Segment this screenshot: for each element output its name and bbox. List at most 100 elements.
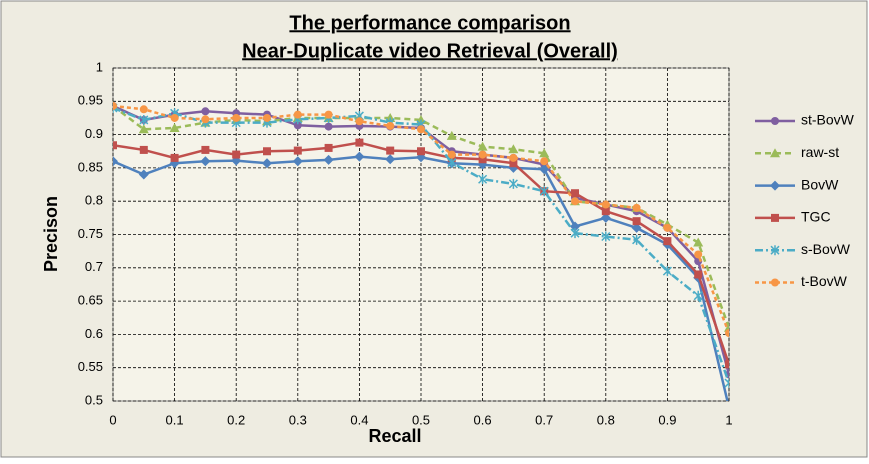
marker bbox=[663, 223, 672, 232]
marker bbox=[293, 121, 302, 130]
marker bbox=[232, 113, 241, 122]
marker bbox=[386, 146, 395, 155]
marker bbox=[694, 250, 703, 259]
marker bbox=[139, 145, 148, 154]
series-line bbox=[113, 106, 729, 384]
x-tick-label: 0.1 bbox=[166, 412, 184, 427]
y-tick-label: 0.65 bbox=[78, 293, 103, 308]
y-axis-label: Precison bbox=[41, 196, 61, 272]
y-tick-label: 0.9 bbox=[85, 126, 103, 141]
marker bbox=[323, 154, 334, 165]
marker bbox=[263, 113, 271, 122]
marker bbox=[725, 329, 729, 338]
marker bbox=[263, 147, 271, 156]
legend-label: TGC bbox=[801, 209, 831, 225]
x-tick-label: 0.2 bbox=[227, 412, 245, 427]
y-tick-label: 0.8 bbox=[85, 193, 103, 208]
marker bbox=[478, 174, 488, 185]
legend-label: BovW bbox=[801, 176, 839, 192]
marker bbox=[417, 125, 425, 134]
marker bbox=[293, 110, 302, 119]
marker bbox=[446, 130, 457, 140]
x-tick-label: 0.9 bbox=[658, 412, 676, 427]
marker bbox=[201, 107, 210, 116]
marker bbox=[138, 124, 149, 134]
marker bbox=[601, 200, 610, 209]
y-tick-label: 0.85 bbox=[78, 159, 103, 174]
marker bbox=[632, 234, 642, 245]
marker bbox=[693, 237, 704, 247]
marker bbox=[509, 159, 518, 168]
x-tick-label: 0.6 bbox=[474, 412, 492, 427]
marker bbox=[539, 164, 550, 175]
marker bbox=[694, 270, 703, 279]
x-tick-label: 0.4 bbox=[350, 412, 368, 427]
legend-marker bbox=[771, 278, 779, 287]
marker bbox=[478, 150, 487, 159]
marker bbox=[113, 141, 117, 150]
marker bbox=[417, 147, 425, 156]
marker bbox=[539, 186, 549, 197]
marker bbox=[324, 110, 333, 119]
x-axis-label: Recall bbox=[368, 426, 421, 446]
marker bbox=[385, 154, 396, 165]
marker bbox=[478, 155, 487, 164]
marker bbox=[138, 169, 149, 180]
marker bbox=[693, 290, 703, 301]
marker bbox=[170, 153, 179, 162]
marker bbox=[632, 217, 641, 226]
marker bbox=[632, 203, 641, 212]
marker bbox=[508, 144, 519, 154]
marker bbox=[571, 189, 579, 198]
marker bbox=[539, 148, 550, 158]
marker bbox=[293, 146, 302, 155]
chart-title: The performance comparison bbox=[289, 12, 570, 34]
marker bbox=[600, 212, 611, 223]
marker bbox=[200, 156, 211, 167]
marker bbox=[324, 122, 333, 131]
y-tick-label: 0.75 bbox=[78, 226, 103, 241]
legend-marker bbox=[771, 117, 779, 125]
legend-label: s-BovW bbox=[801, 241, 851, 257]
marker bbox=[662, 266, 672, 277]
marker bbox=[355, 117, 364, 126]
x-tick-label: 0.3 bbox=[289, 412, 307, 427]
marker bbox=[139, 105, 148, 114]
marker bbox=[631, 222, 642, 233]
marker bbox=[601, 231, 611, 242]
marker bbox=[724, 378, 729, 389]
y-tick-label: 0.7 bbox=[85, 259, 103, 274]
marker bbox=[292, 156, 303, 167]
marker bbox=[139, 114, 149, 125]
y-tick-label: 0.55 bbox=[78, 359, 103, 374]
marker bbox=[262, 158, 272, 169]
marker bbox=[170, 113, 179, 122]
legend-marker bbox=[770, 245, 780, 256]
marker bbox=[232, 150, 241, 159]
marker bbox=[540, 157, 549, 166]
marker bbox=[509, 153, 518, 162]
series-layer bbox=[113, 100, 729, 401]
legend-marker bbox=[771, 213, 779, 222]
marker bbox=[725, 360, 729, 369]
marker bbox=[355, 138, 364, 147]
y-tick-label: 1 bbox=[96, 59, 103, 74]
legend-label: st-BovW bbox=[801, 112, 855, 128]
marker bbox=[663, 237, 672, 246]
marker bbox=[354, 151, 365, 162]
x-tick-label: 1 bbox=[725, 412, 732, 427]
marker bbox=[201, 115, 210, 124]
y-tick-label: 0.5 bbox=[85, 392, 103, 407]
marker bbox=[201, 145, 210, 154]
x-tick-label: 0.5 bbox=[412, 412, 430, 427]
marker bbox=[113, 156, 118, 167]
marker bbox=[113, 101, 117, 110]
y-tick-label: 0.6 bbox=[85, 326, 103, 341]
x-tick-label: 0.7 bbox=[535, 412, 553, 427]
marker bbox=[601, 207, 610, 216]
marker bbox=[508, 178, 518, 189]
marker bbox=[447, 157, 457, 168]
marker bbox=[570, 228, 580, 239]
x-tick-label: 0.8 bbox=[597, 412, 615, 427]
